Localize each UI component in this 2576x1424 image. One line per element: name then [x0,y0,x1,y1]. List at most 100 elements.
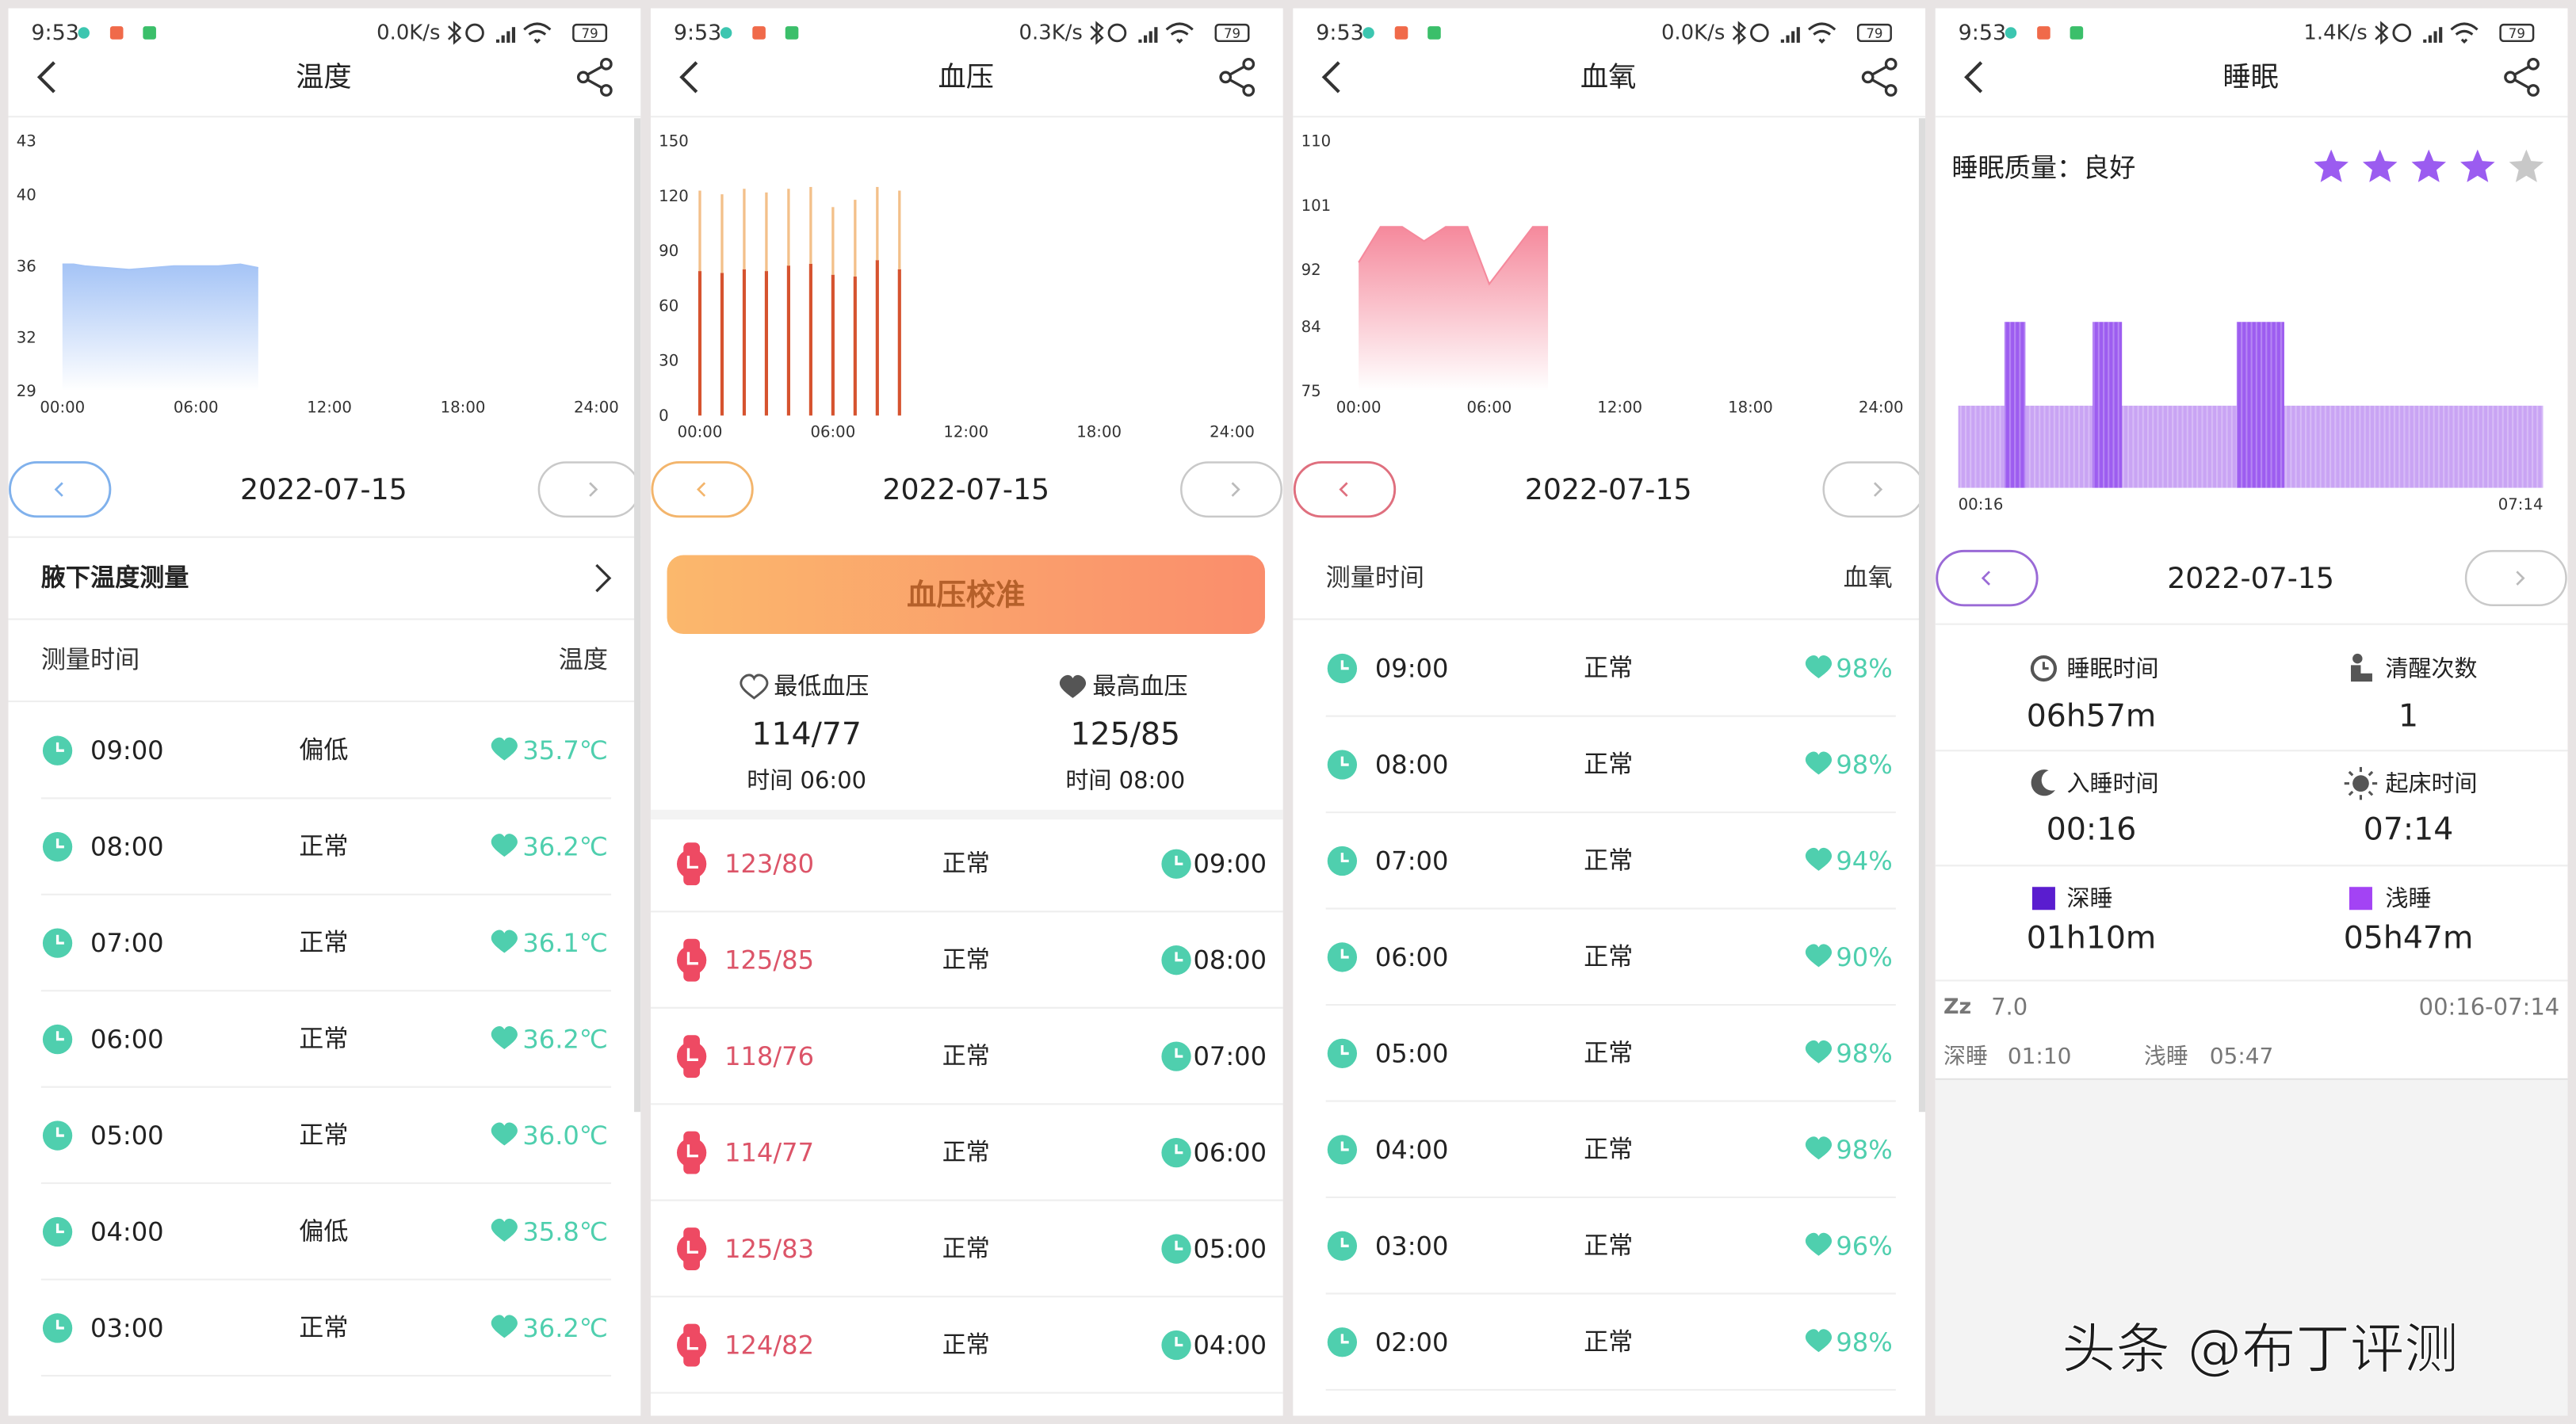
stat-value: 06h57m [2027,698,2157,735]
watch-hand [686,1048,698,1061]
summary-value: 114/77 [751,716,862,752]
signal-bar [501,35,505,43]
page-title: 血压 [938,61,994,94]
next-day-button[interactable] [537,461,640,518]
watch-hand [686,855,698,869]
row-value: 36.0℃ [522,1120,608,1151]
row-reading: 114/77 [724,1138,814,1168]
x-tick-label: 06:00 [1467,399,1512,417]
next-day-button[interactable] [1822,461,1925,518]
diastolic-bar [831,274,835,416]
row-value: 98% [1836,654,1892,684]
systolic-bar [831,207,835,275]
battery-icon [572,23,608,43]
systolic-bar [698,190,701,272]
share-dot [576,71,590,84]
clock-hand [1175,1240,1183,1250]
wifi-icon [523,22,552,44]
next-arrow [2516,571,2525,586]
share-dot [1884,84,1898,97]
screen-background [1293,8,1926,1416]
back-button[interactable] [1964,61,1983,94]
notif-icon [752,26,766,40]
y-tick-label: 120 [659,187,689,205]
systolic-bar [876,186,879,261]
row-time: 07:00 [90,928,164,958]
stat-icon [2030,655,2058,682]
calibrate-button[interactable] [667,555,1265,635]
prev-day-button[interactable] [9,461,112,518]
y-tick-label: 29 [17,382,36,400]
prev-day-button[interactable] [1293,461,1397,518]
share-dot [1219,71,1233,84]
row-reading: 124/82 [724,1330,814,1361]
clock-hand [55,742,64,752]
signal-bar [2433,31,2437,43]
stat-icon [2348,770,2354,777]
share-button[interactable] [1861,57,1898,97]
heart-icon [740,674,769,700]
summary-value: 125/85 [1071,716,1181,752]
date-label: 2022-07-15 [1525,472,1692,506]
next-day-button[interactable] [2464,550,2567,607]
notif-icon [2070,26,2084,40]
rating-star [2509,149,2544,182]
share-button[interactable] [1219,57,1256,97]
battery-level: 79 [582,26,598,41]
clock-hand [55,1319,64,1330]
alarm-icon [1750,23,1769,43]
notif-icon [1363,27,1374,39]
row-status: 正常 [942,1331,990,1359]
back-button[interactable] [36,61,55,94]
share-button[interactable] [2504,57,2540,97]
rating-star [2411,149,2447,182]
stat-icon [2368,790,2374,796]
share-dot [2527,84,2540,97]
signal-bar [1791,31,1795,43]
signal-bar [1786,35,1790,43]
row-value: 90% [1836,942,1892,972]
stat-value: 07:14 [2364,811,2453,848]
heart-icon [491,1315,518,1338]
record-value: 01:10 [2008,1043,2072,1069]
heart-icon [1059,674,1087,698]
section-chevron[interactable] [595,563,612,593]
phone-screen: 9:53 0.0K/s 79 温度 29 32 36 40 43 00:00 06:00 12:00 1… [8,8,641,1416]
x-tick-label: 24:00 [1859,399,1904,417]
x-tick-label: 00:00 [1336,399,1382,417]
prev-day-button[interactable] [1936,549,2039,607]
x-tick-label: 00:00 [678,423,723,441]
date-label: 2022-07-15 [240,472,407,506]
y-tick-label: 30 [659,352,678,370]
list-header: 血氧 [1844,564,1893,593]
status-time: 9:53 [31,21,79,45]
row-time: 08:00 [90,832,164,862]
row-value: 36.2℃ [522,1313,608,1343]
x-tick-label: 07:14 [2498,495,2544,513]
row-value: 98% [1836,1038,1892,1068]
row-value: 35.7℃ [522,735,608,765]
stat-value: 05h47m [2344,919,2474,956]
y-tick-label: 43 [17,132,36,151]
systolic-bar [743,189,746,269]
bluetooth-icon [1732,21,1747,45]
row-time: 05:00 [1375,1038,1449,1068]
watch-face [676,849,707,879]
summary-label: 最高血压 [1092,673,1187,701]
stat-value: 00:16 [2047,811,2136,848]
row-time: 09:00 [90,735,164,765]
systolic-bar [720,194,724,273]
back-button[interactable] [1321,61,1340,94]
prev-day-button[interactable] [651,461,754,518]
bluetooth-icon [1090,21,1104,45]
next-day-button[interactable] [1180,461,1282,518]
status-speed: 1.4K/s [2303,21,2367,44]
row-status: 正常 [299,1025,348,1054]
row-value: 36.1℃ [522,928,608,958]
share-button[interactable] [576,57,613,97]
status-time: 9:53 [1959,21,2007,45]
systolic-bar [809,186,812,264]
back-button[interactable] [679,61,698,94]
row-status: 正常 [299,1121,348,1150]
row-status: 正常 [942,1043,990,1071]
